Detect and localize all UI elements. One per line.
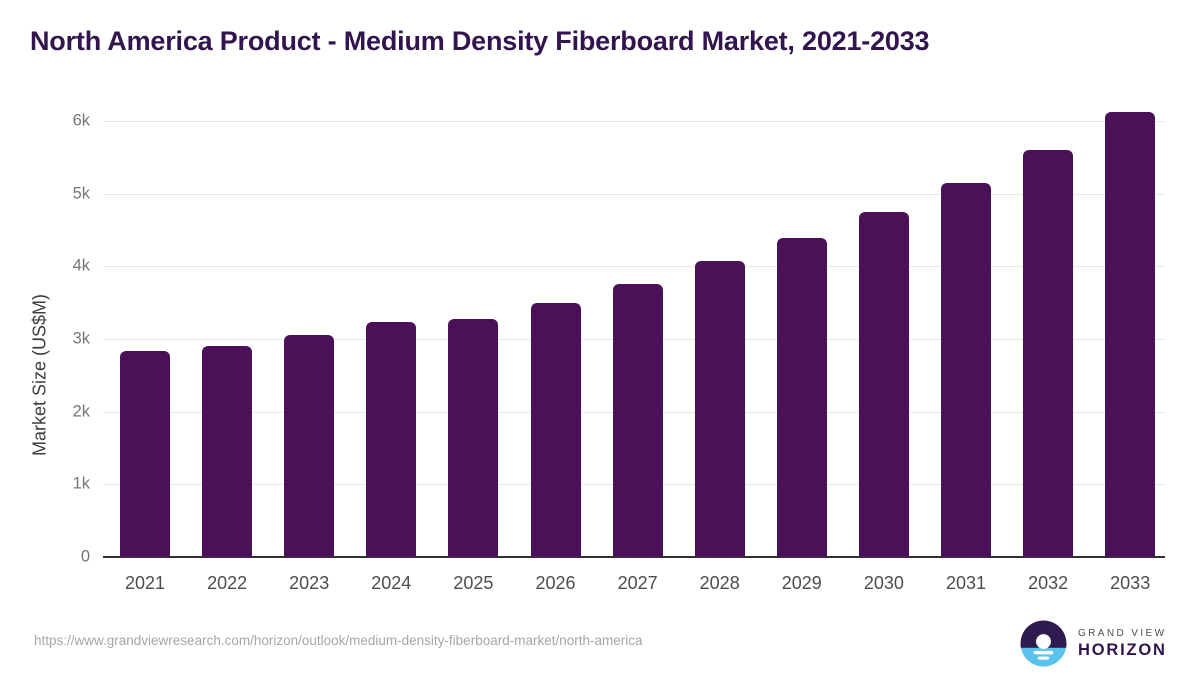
x-tick-label-2032: 2032 [1028,573,1069,593]
bar-2022 [202,345,253,557]
bar-2033 [1105,111,1156,557]
x-tick-label-2028: 2028 [699,573,740,593]
source-url: https://www.grandviewresearch.com/horizo… [34,633,643,648]
x-tick-label-2029: 2029 [781,573,822,593]
x-tick-label-2030: 2030 [863,573,904,593]
bar-2029 [776,238,827,557]
y-tick-label-0: 0 [80,547,90,566]
logo-text-horizon: HORIZON [1078,640,1167,659]
y-tick-label-4k: 4k [72,256,90,275]
brand-logo: GRAND VIEW HORIZON [1020,620,1167,667]
gridline-5k [103,193,1165,195]
logo-text-grand-view: GRAND VIEW [1078,627,1167,639]
logo-text: GRAND VIEW HORIZON [1078,628,1167,660]
x-axis-line [103,556,1165,558]
y-tick-label-3k: 3k [72,329,90,348]
bar-2030 [858,211,909,557]
y-tick-label-2k: 2k [72,402,90,421]
bar-2032 [1023,150,1074,557]
y-tick-label-5k: 5k [72,184,90,203]
x-tick-label-2033: 2033 [1110,573,1151,593]
chart-title: North America Product - Medium Density F… [30,26,930,56]
grand-view-horizon-logo-icon [1020,620,1067,667]
x-tick-label-2023: 2023 [289,573,330,593]
x-tick-label-2021: 2021 [124,573,166,593]
x-tick-label-2025: 2025 [453,573,494,593]
bar-2027 [612,283,663,557]
bar-2028 [694,261,745,557]
y-axis-tick-labels: 0 1k 2k 3k 4k 5k 6k [0,112,90,566]
x-tick-label-2022: 2022 [207,573,248,593]
bar-2025 [448,318,499,557]
gridline-6k [103,121,1165,122]
x-tick-label-2024: 2024 [371,573,412,593]
y-tick-label-1k: 1k [72,474,90,493]
bar-2023 [284,334,335,557]
plot-area: 2021 2022 2023 2024 2025 2026 2027 2028 2029 2030… [103,111,1165,593]
bar-2031 [941,182,991,557]
bar-2026 [530,302,581,557]
gridline-4k [103,266,1165,268]
x-tick-label-2031: 2031 [945,573,987,593]
y-tick-label-6k: 6k [72,111,90,130]
x-tick-label-2027: 2027 [617,573,658,593]
x-tick-label-2026: 2026 [535,573,576,593]
bar-2024 [366,322,417,557]
bar-2021 [120,351,170,557]
